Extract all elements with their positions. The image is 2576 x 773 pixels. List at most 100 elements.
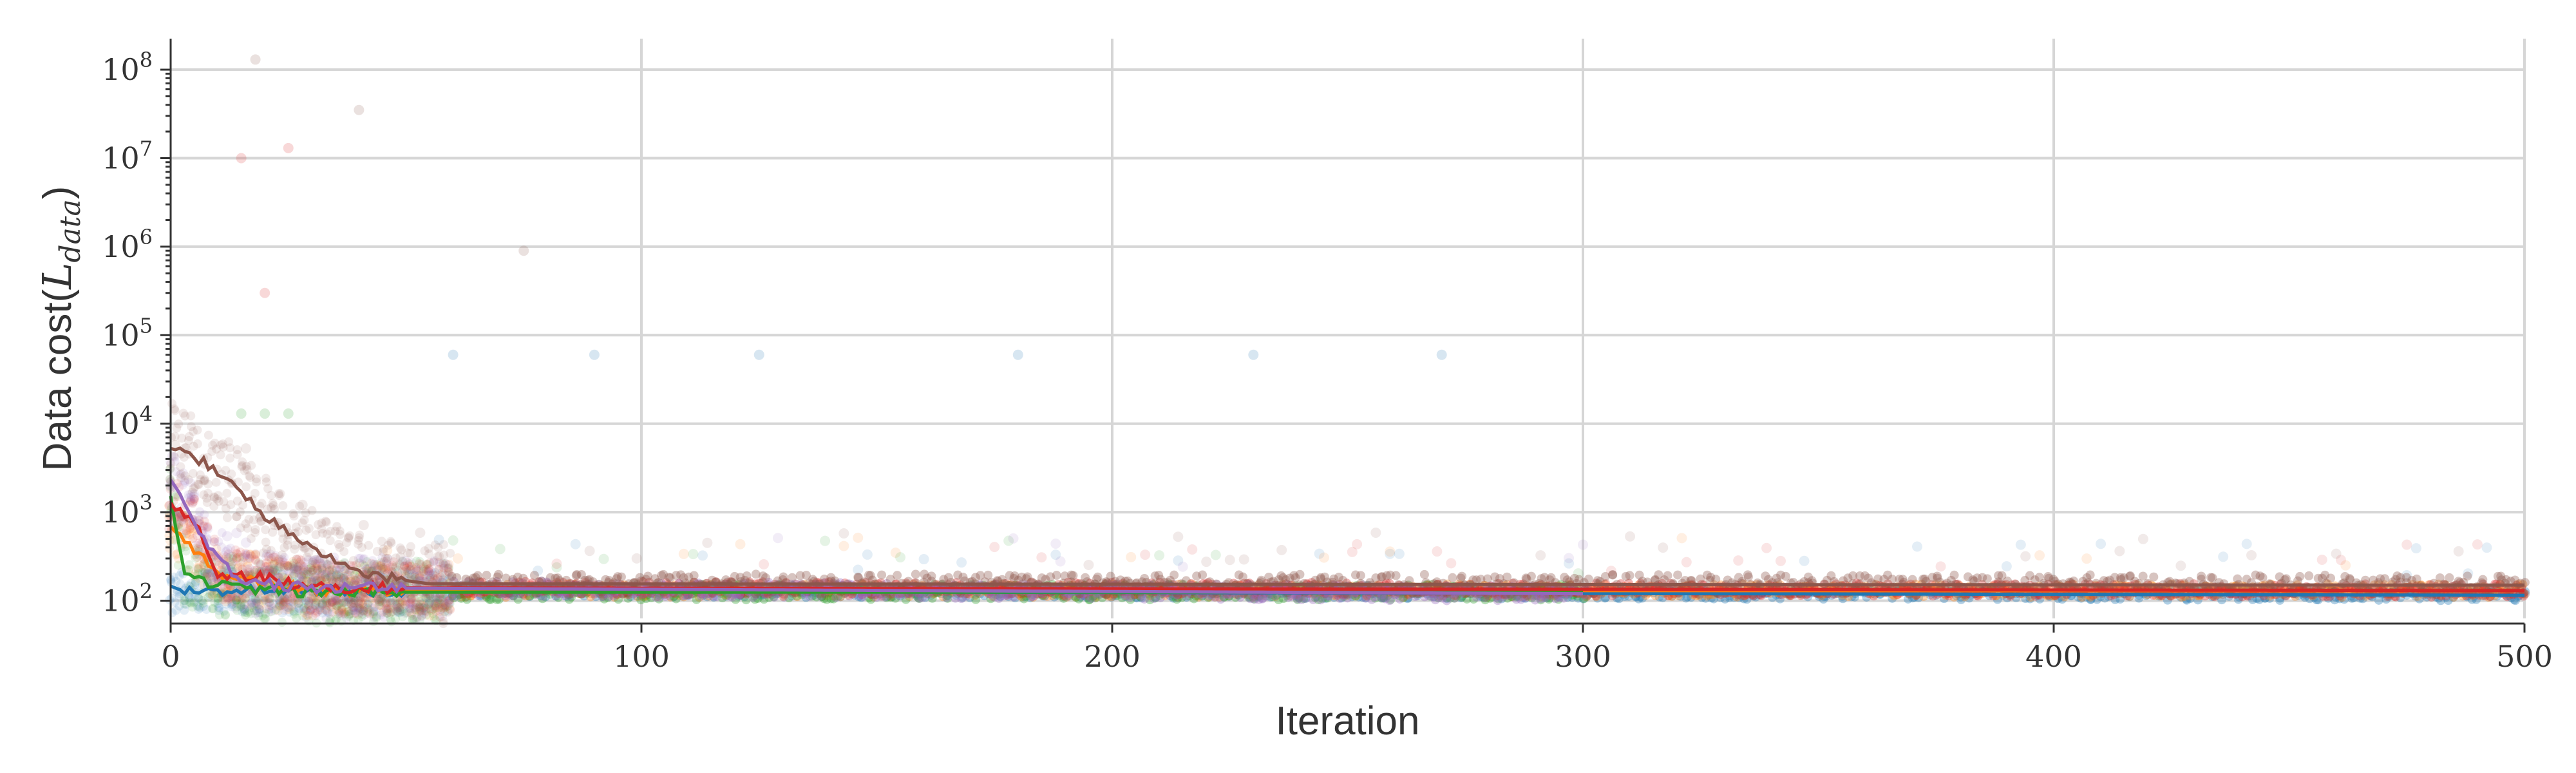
scatter-point (303, 569, 312, 578)
scatter-point (354, 573, 363, 583)
scatter-point (179, 517, 189, 527)
scatter-point (395, 597, 405, 607)
scatter-point (214, 603, 224, 613)
scatter-point (403, 568, 413, 577)
scatter-point (355, 602, 365, 612)
scatter-point (688, 549, 699, 560)
scatter-point (346, 577, 355, 586)
scatter-point (301, 596, 311, 606)
scatter-point (419, 606, 429, 615)
scatter-point (1150, 593, 1160, 602)
scatter-point (438, 569, 448, 578)
scatter-point (327, 569, 336, 579)
scatter-point (1043, 591, 1052, 601)
scatter-point (2248, 595, 2257, 604)
scatter-point (1059, 591, 1068, 601)
scatter-point (2193, 595, 2202, 605)
scatter-point (1799, 555, 1810, 566)
scatter-point (240, 600, 249, 609)
scatter-point (312, 571, 321, 580)
scatter-point (598, 591, 608, 601)
scatter-point (2241, 539, 2252, 549)
scatter-point (1106, 593, 1116, 602)
scatter-point (958, 593, 967, 602)
scatter-point (1739, 594, 1749, 604)
scatter-point (298, 572, 307, 582)
scatter-point (525, 592, 535, 602)
scatter-point (1187, 544, 1198, 555)
scatter-point (245, 554, 254, 564)
scatter-point (1742, 595, 1752, 604)
scatter-point (200, 510, 209, 519)
scatter-point (238, 553, 248, 562)
scatter-point (245, 549, 255, 559)
scatter-point (362, 566, 372, 575)
scatter-point (877, 591, 887, 601)
scatter-point (882, 591, 892, 601)
scatter-point (410, 603, 420, 613)
scatter-point (431, 593, 441, 602)
scatter-point (1126, 551, 1137, 562)
scatter-point (2163, 595, 2172, 605)
scatter-point (236, 408, 247, 419)
scatter-point (304, 569, 314, 579)
scatter-point (250, 566, 260, 575)
scatter-point (346, 609, 355, 618)
scatter-point (678, 591, 688, 601)
scatter-point (419, 601, 428, 611)
scatter-point (1019, 592, 1029, 602)
scatter-point (334, 606, 343, 616)
scatter-point (303, 611, 313, 620)
scatter-point (350, 575, 359, 585)
scatter-point (331, 566, 341, 575)
scatter-point (302, 607, 312, 616)
scatter-point (328, 596, 337, 606)
scatter-point (265, 564, 274, 574)
scatter-point (734, 591, 743, 601)
scatter-point (920, 593, 930, 602)
scatter-point (381, 562, 391, 572)
scatter-point (313, 566, 323, 575)
scatter-point (193, 601, 202, 611)
scatter-point (279, 600, 289, 610)
scatter-point (1026, 593, 1036, 602)
scatter-point (251, 599, 261, 609)
scatter-point (679, 592, 688, 602)
scatter-point (406, 561, 415, 571)
scatter-point (260, 408, 270, 419)
scatter-point (316, 606, 326, 615)
scatter-point (277, 617, 287, 627)
scatter-point (678, 548, 689, 559)
scatter-point (1615, 594, 1624, 604)
scatter-point (194, 593, 204, 603)
scatter-point (1361, 593, 1370, 602)
scatter-point (440, 603, 450, 613)
scatter-point (233, 562, 243, 572)
scatter-point (349, 577, 359, 587)
scatter-point (585, 592, 595, 602)
scatter-point (1638, 593, 1647, 603)
scatter-point (395, 605, 405, 615)
scatter-point (1903, 594, 1913, 604)
scatter-point (2312, 595, 2322, 605)
scatter-point (376, 561, 386, 571)
scatter-point (270, 566, 280, 575)
scatter-point (346, 576, 356, 586)
scatter-point (377, 598, 387, 607)
scatter-point (1600, 593, 1610, 603)
scatter-point (2034, 550, 2045, 561)
scatter-point (445, 604, 455, 614)
scatter-point (1658, 593, 1667, 602)
scatter-point (312, 595, 321, 605)
scatter-point (2436, 596, 2445, 606)
scatter-point (277, 571, 287, 581)
scatter-point (1776, 555, 1786, 566)
scatter-point (254, 604, 264, 614)
scatter-point (171, 606, 181, 615)
scatter-point (1939, 594, 1949, 604)
scatter-point (426, 569, 436, 579)
scatter-point (2096, 539, 2107, 549)
scatter-point (1394, 548, 1405, 559)
scatter-point (409, 565, 419, 575)
